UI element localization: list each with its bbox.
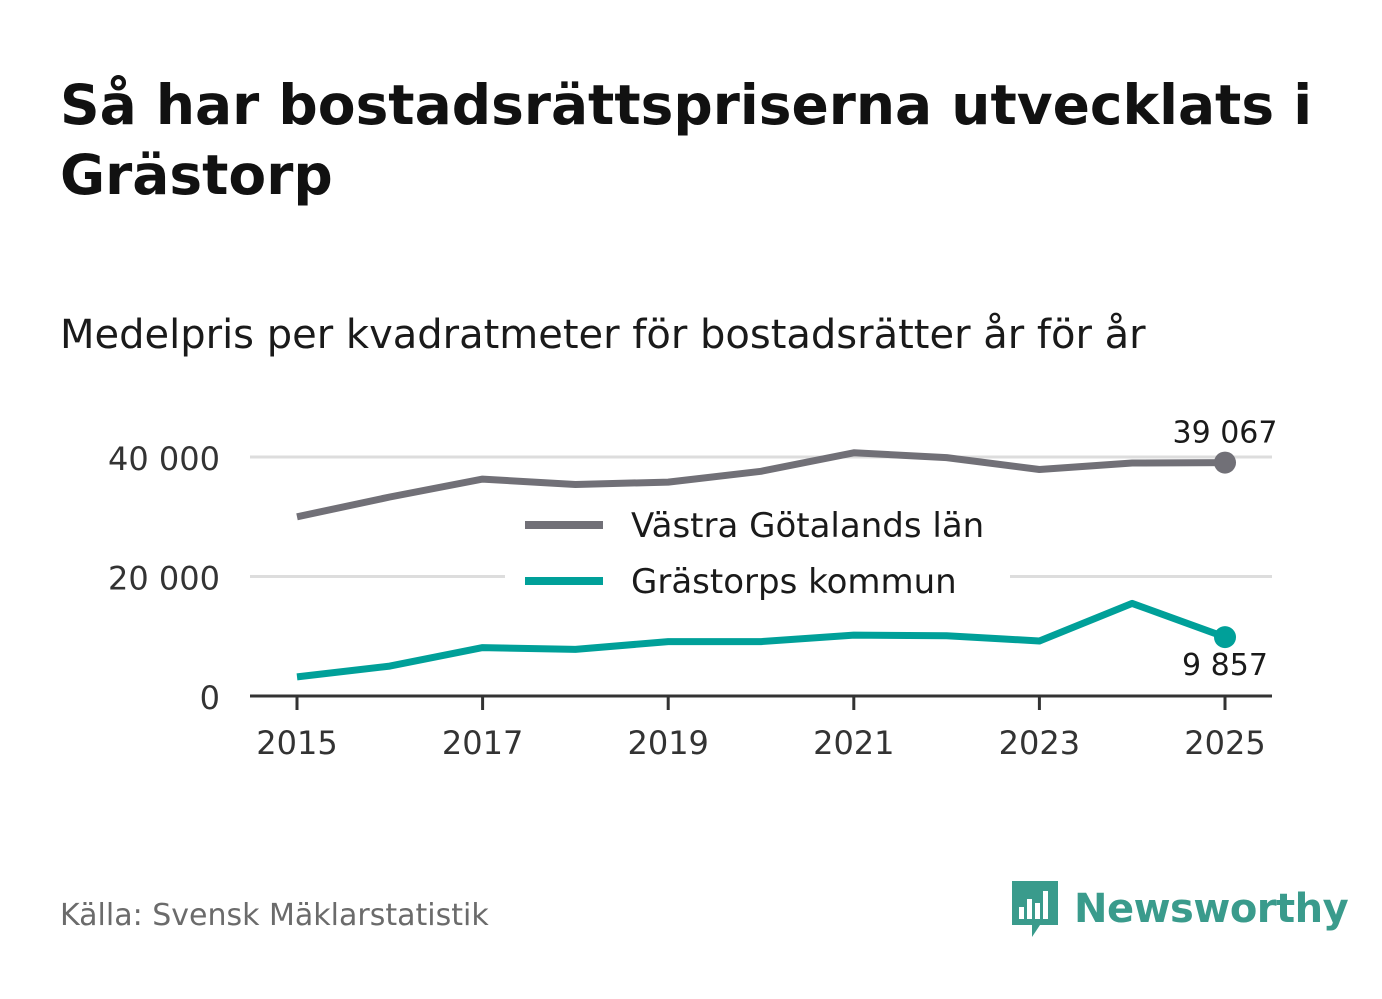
y-tick-label: 0 — [200, 679, 220, 717]
end-value-label: 9 857 — [1182, 648, 1268, 683]
series — [296, 449, 1236, 681]
chart-subtitle: Medelpris per kvadratmeter för bostadsrä… — [60, 312, 1146, 358]
end-point-marker — [1214, 626, 1236, 649]
end-point-marker — [1214, 451, 1236, 474]
y-tick-label: 20 000 — [108, 560, 220, 598]
source-note: Källa: Svensk Mäklarstatistik — [60, 898, 489, 933]
brand-logo[interactable]: Newsworthy — [1010, 878, 1349, 940]
series-line — [296, 599, 1227, 681]
x-tick-label: 2023 — [999, 724, 1080, 762]
x-tick-label: 2015 — [256, 724, 337, 762]
end-value-label: 39 067 — [1173, 416, 1278, 451]
legend: Västra Götalands län Grästorps kommun — [505, 498, 1010, 613]
chart-title: Så har bostadsrättspriserna utvecklats i… — [60, 73, 1313, 207]
axes: 0 20 000 40 000 2015 2017 2019 2021 2023 2025 — [108, 440, 1272, 762]
series-line — [296, 449, 1226, 521]
x-tick-label: 2017 — [442, 724, 523, 762]
legend-label: Västra Götalands län — [631, 506, 984, 546]
data-labels: 39 067 9 857 — [1173, 416, 1278, 684]
x-tick-label: 2025 — [1184, 724, 1265, 762]
newsworthy-logo-icon — [1012, 881, 1058, 937]
x-tick-label: 2021 — [813, 724, 894, 762]
legend-label: Grästorps kommun — [631, 562, 957, 602]
x-tick-label: 2019 — [627, 724, 708, 762]
brand-name: Newsworthy — [1074, 886, 1349, 932]
legend-background — [505, 498, 1010, 613]
y-tick-label: 40 000 — [108, 440, 220, 478]
